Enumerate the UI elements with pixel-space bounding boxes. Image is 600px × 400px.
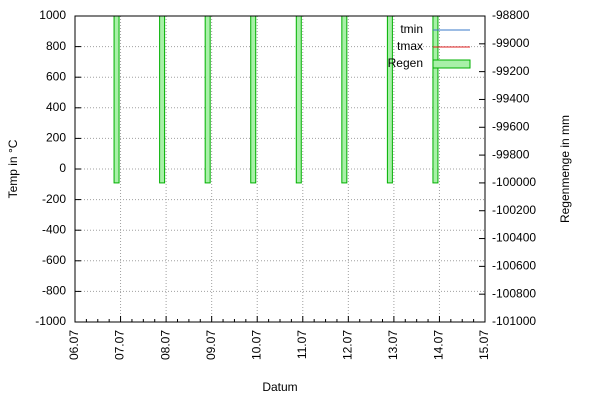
y2-tick-label: -100000 [492,175,536,189]
bar [204,16,211,184]
y2-tick-label: -99600 [492,119,530,133]
bar [386,16,393,184]
y-axis-label: Temp in °C [6,139,20,198]
bar [341,16,348,184]
y-tick-label: -1000 [35,314,66,328]
x-tick-label: 12.07 [341,330,355,360]
bar [432,16,439,184]
y-tick-label: 200 [46,131,66,145]
y-tick-label: -400 [42,222,66,236]
y-tick-label: -600 [42,253,66,267]
y2-tick-label: -100600 [492,259,536,273]
y2-axis-label: Regenmenge in mm [558,115,572,223]
x-tick-label: 07.07 [113,330,127,360]
y-tick-label: -200 [42,192,66,206]
x-tick-label: 09.07 [204,330,218,360]
y2-tick-label: -100200 [492,203,536,217]
y-tick-label: 0 [59,161,66,175]
bar [159,16,166,184]
bars [113,16,439,184]
x-tick-label: 06.07 [67,330,81,360]
legend-swatch [432,59,471,69]
y2-tick-label: -99400 [492,92,530,106]
legend-label: tmin [400,22,423,36]
grid [74,15,486,323]
y2-tick-label: -100800 [492,286,536,300]
x-tick-label: 14.07 [432,330,446,360]
y-tick-label: 400 [46,100,66,114]
y2-tick-label: -99000 [492,36,530,50]
y-tick-label: -800 [42,284,66,298]
y2-tick-label: -99800 [492,147,530,161]
x-tick-label: 10.07 [249,330,263,360]
y-tick-label: 1000 [39,8,66,22]
x-tick-label: 13.07 [386,330,400,360]
y-tick-label: 800 [46,39,66,53]
x-tick-label: 08.07 [158,330,172,360]
y2-tick-label: -99200 [492,64,530,78]
x-axis-label: Datum [262,380,297,394]
x-tick-label: 11.07 [295,330,309,359]
y2-tick-label: -100400 [492,231,536,245]
bar [295,16,302,184]
y2-tick-label: -98800 [492,8,530,22]
y-tick-label: 600 [46,69,66,83]
bar [113,16,120,184]
legend-label: Regen [388,56,423,70]
legend-label: tmax [397,39,423,53]
bar [250,16,257,184]
y2-tick-label: -101000 [492,314,536,328]
x-tick-label: 15.07 [477,330,491,360]
